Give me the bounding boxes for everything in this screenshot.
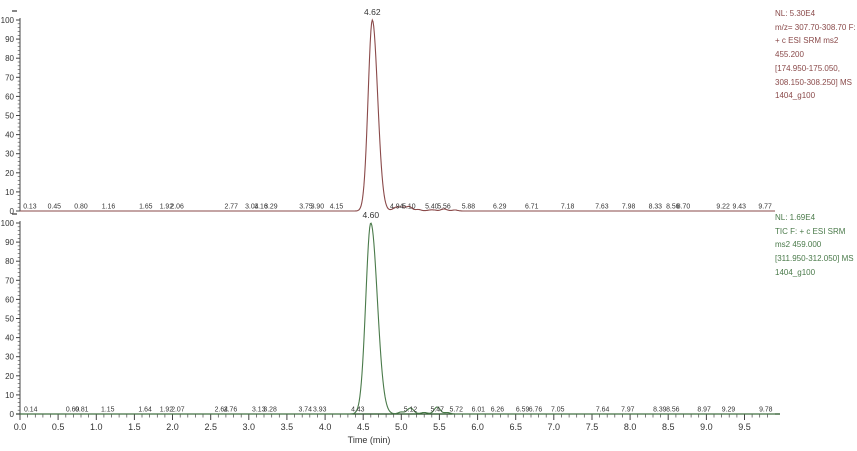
svg-text:3.0: 3.0: [243, 422, 256, 432]
svg-text:3.5: 3.5: [281, 422, 294, 432]
svg-text:5.72: 5.72: [449, 407, 463, 414]
svg-text:6.29: 6.29: [493, 204, 507, 211]
svg-text:6.0: 6.0: [471, 422, 484, 432]
svg-text:0.5: 0.5: [52, 422, 65, 432]
svg-text:2.07: 2.07: [171, 407, 185, 414]
svg-text:9.0: 9.0: [700, 422, 713, 432]
svg-text:10: 10: [5, 391, 14, 400]
svg-text:1.65: 1.65: [139, 204, 153, 211]
svg-text:40: 40: [5, 131, 14, 140]
svg-text:7.5: 7.5: [586, 422, 599, 432]
svg-text:8.97: 8.97: [697, 407, 711, 414]
svg-text:0.80: 0.80: [74, 204, 88, 211]
svg-text:8.56: 8.56: [666, 407, 680, 414]
svg-text:0.0: 0.0: [14, 422, 27, 432]
svg-text:0.81: 0.81: [75, 407, 89, 414]
svg-text:5.10: 5.10: [402, 204, 416, 211]
svg-text:40: 40: [5, 334, 14, 343]
svg-text:2.76: 2.76: [224, 407, 238, 414]
svg-text:6.01: 6.01: [472, 407, 486, 414]
svg-text:9.5: 9.5: [738, 422, 751, 432]
svg-text:70: 70: [5, 73, 14, 82]
svg-text:6.71: 6.71: [525, 204, 539, 211]
svg-text:60: 60: [5, 295, 14, 304]
svg-text:3.29: 3.29: [264, 204, 278, 211]
svg-text:5.88: 5.88: [462, 204, 476, 211]
svg-text:7.18: 7.18: [561, 204, 575, 211]
svg-text:4.15: 4.15: [330, 204, 344, 211]
svg-text:50: 50: [5, 112, 14, 121]
svg-text:4.5: 4.5: [357, 422, 370, 432]
svg-text:3.74: 3.74: [298, 407, 312, 414]
svg-text:7.64: 7.64: [596, 407, 610, 414]
svg-text:8.5: 8.5: [662, 422, 675, 432]
svg-text:20: 20: [5, 169, 14, 178]
svg-text:2.06: 2.06: [170, 204, 184, 211]
svg-text:4.43: 4.43: [351, 407, 365, 414]
svg-text:3.90: 3.90: [311, 204, 325, 211]
svg-text:0.13: 0.13: [23, 204, 37, 211]
svg-text:7.05: 7.05: [551, 407, 565, 414]
svg-text:7.97: 7.97: [621, 407, 635, 414]
svg-text:7.98: 7.98: [622, 204, 636, 211]
svg-text:1.15: 1.15: [101, 407, 115, 414]
svg-text:6.59: 6.59: [516, 407, 530, 414]
svg-text:1.5: 1.5: [128, 422, 141, 432]
svg-text:80: 80: [5, 54, 14, 63]
svg-text:9.22: 9.22: [716, 204, 730, 211]
svg-text:5.56: 5.56: [437, 204, 451, 211]
svg-text:4.0: 4.0: [319, 422, 332, 432]
svg-text:1.64: 1.64: [138, 407, 152, 414]
svg-text:1.16: 1.16: [102, 204, 116, 211]
svg-text:9.29: 9.29: [722, 407, 736, 414]
svg-text:6.5: 6.5: [509, 422, 522, 432]
svg-text:10: 10: [5, 188, 14, 197]
svg-text:30: 30: [5, 353, 14, 362]
svg-text:90: 90: [5, 35, 14, 44]
svg-text:8.33: 8.33: [649, 204, 663, 211]
svg-text:5.12: 5.12: [404, 407, 418, 414]
svg-text:20: 20: [5, 372, 14, 381]
svg-text:3.93: 3.93: [313, 407, 327, 414]
svg-text:1.0: 1.0: [90, 422, 103, 432]
svg-text:9.77: 9.77: [758, 204, 772, 211]
svg-text:70: 70: [5, 276, 14, 285]
svg-text:2.77: 2.77: [224, 204, 238, 211]
svg-text:9.78: 9.78: [759, 407, 773, 414]
svg-text:0.14: 0.14: [24, 407, 38, 414]
svg-text:100: 100: [1, 219, 15, 228]
svg-text:60: 60: [5, 92, 14, 101]
svg-text:30: 30: [5, 150, 14, 159]
svg-text:8.70: 8.70: [677, 204, 691, 211]
svg-text:6.76: 6.76: [529, 407, 543, 414]
svg-text:4.62: 4.62: [364, 7, 381, 17]
svg-text:8.39: 8.39: [653, 407, 667, 414]
svg-text:100: 100: [1, 16, 15, 25]
svg-text:2.0: 2.0: [166, 422, 179, 432]
svg-text:3.28: 3.28: [263, 407, 277, 414]
svg-text:5.47: 5.47: [430, 407, 444, 414]
svg-text:80: 80: [5, 257, 14, 266]
svg-text:Time (min): Time (min): [348, 435, 391, 445]
svg-text:50: 50: [5, 315, 14, 324]
svg-text:4.60: 4.60: [363, 210, 380, 220]
svg-text:5.5: 5.5: [433, 422, 446, 432]
svg-text:0.45: 0.45: [48, 204, 62, 211]
svg-text:6.26: 6.26: [491, 407, 505, 414]
svg-text:7.63: 7.63: [595, 204, 609, 211]
svg-text:2.5: 2.5: [204, 422, 217, 432]
svg-text:8.0: 8.0: [624, 422, 637, 432]
svg-text:7.0: 7.0: [548, 422, 561, 432]
svg-text:5.0: 5.0: [395, 422, 408, 432]
svg-text:0: 0: [10, 410, 15, 419]
svg-text:90: 90: [5, 238, 14, 247]
svg-text:9.43: 9.43: [732, 204, 746, 211]
